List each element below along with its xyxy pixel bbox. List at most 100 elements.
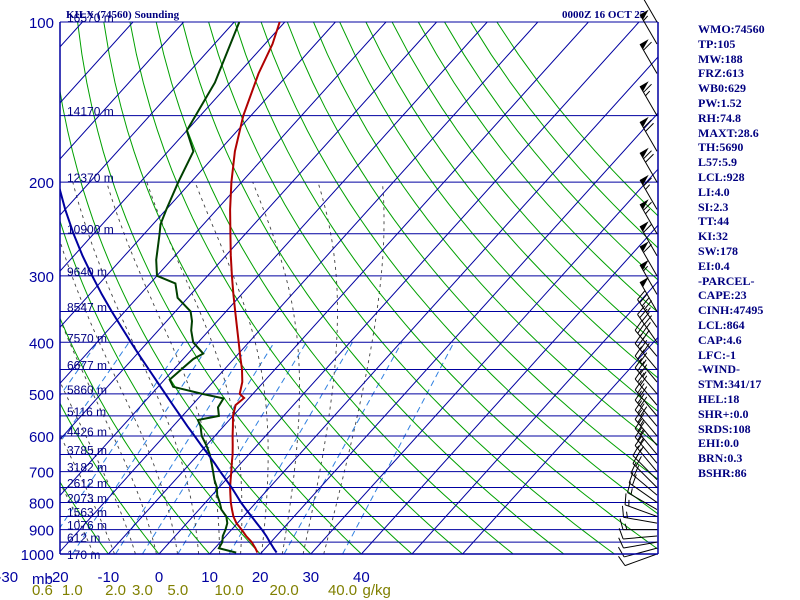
wind-barb (639, 81, 658, 116)
wind-barb-feather (643, 177, 652, 187)
wind-barb-flag (640, 9, 649, 20)
wind-barb-feather (643, 243, 652, 253)
dry-adiabat (0, 22, 7, 554)
wind-barb-feather (634, 369, 643, 380)
moist-adiabat (146, 181, 243, 554)
wind-barb-half-feather (626, 511, 628, 519)
wind-barb-staff (634, 367, 658, 395)
wind-barbs (617, 0, 658, 567)
index-item: FRZ:613 (698, 66, 744, 81)
wind-barb-feather (618, 556, 626, 566)
wind-barb-staff (624, 504, 658, 517)
isotherm (60, 22, 387, 385)
index-item: -PARCEL- (698, 273, 755, 288)
pressure-tick: 800 (29, 495, 54, 512)
wind-barb-staff (639, 121, 658, 152)
pressure-tick: 1000 (21, 547, 54, 564)
wind-barb-feather (643, 119, 652, 129)
wind-barb (632, 445, 658, 481)
index-item: LI:4.0 (698, 184, 730, 199)
wind-barb-half-feather (642, 359, 647, 366)
wind-barb (639, 259, 658, 295)
wind-barb-staff (639, 204, 658, 234)
wind-barb-feather (641, 311, 650, 322)
wind-barb-flag (640, 116, 649, 128)
wind-barb (618, 528, 658, 540)
height-labels: 16570 m 14170 m 12370 m 10900 m 9640 m 8547 m… (67, 11, 114, 562)
isotherm (209, 56, 658, 554)
wind-barb-feather (618, 537, 624, 549)
height-label: 5116 m (67, 405, 106, 419)
temperature-tick: -10 (98, 569, 120, 586)
moist-adiabat (60, 433, 115, 554)
wind-barb-feather (639, 293, 648, 304)
temperature-tick: 30 (302, 569, 319, 586)
index-item: BSHR:86 (698, 465, 747, 480)
wind-barb-feather (637, 290, 646, 300)
wind-barb-staff (632, 463, 658, 488)
wind-barb-feather (632, 445, 640, 456)
wind-barb-flag (640, 221, 649, 232)
height-label: 9640 m (67, 265, 107, 279)
wind-barb (639, 241, 658, 277)
mixing-ratio-tick: 10.0 (214, 582, 243, 599)
wind-barb (639, 147, 658, 183)
wind-barb-staff (639, 14, 658, 45)
height-label: 6677 m (67, 359, 107, 373)
index-item: WB0:629 (698, 81, 746, 96)
mixing-ratio-line (115, 342, 251, 554)
index-item: STM:341/17 (698, 377, 762, 392)
pressure-tick: 900 (29, 523, 54, 540)
wind-barb (630, 462, 658, 496)
wind-barb-feather (637, 323, 645, 334)
wind-barb-staff (634, 409, 658, 437)
index-item: SW:178 (698, 243, 739, 258)
height-label: 7570 m (67, 331, 107, 345)
index-item: RH:74.8 (698, 110, 741, 125)
wind-barb-staff (634, 355, 658, 383)
height-label: 4426 m (67, 425, 107, 439)
wind-barb-feather (624, 493, 627, 505)
mixing-ratio-tick: 1.0 (62, 582, 83, 599)
wind-barb (639, 276, 658, 312)
mixing-ratio-tick: 5.0 (167, 582, 188, 599)
wind-barb-feather (619, 518, 624, 530)
height-label: 1563 m (67, 505, 107, 519)
wind-barb-staff (634, 378, 658, 406)
height-label: 170 m (67, 548, 100, 562)
wind-barb (639, 221, 658, 256)
wind-barb-half-feather (642, 371, 647, 378)
wind-barb-half-feather (643, 15, 649, 21)
mixing-ratio-line (60, 342, 130, 444)
index-item: L57:5.9 (698, 155, 737, 170)
isotherm (60, 22, 235, 216)
isotherm (158, 22, 640, 554)
wind-barb (634, 346, 658, 383)
wind-barb (634, 358, 658, 395)
isotherm (60, 22, 184, 160)
index-item: SHR+:0.0 (698, 406, 749, 421)
wind-barb-feather (634, 380, 643, 391)
pressure-tick: 200 (29, 175, 54, 192)
wind-barb (639, 39, 658, 74)
wind-barb-feather (637, 361, 645, 372)
wind-barb-half-feather (646, 322, 651, 328)
wind-barb-half-feather (645, 208, 651, 215)
wind-barb-staff (624, 547, 658, 558)
wind-barb (637, 290, 658, 328)
height-label: 14170 m (67, 105, 114, 119)
wind-barb (621, 505, 658, 524)
wind-barb-feather (639, 326, 648, 337)
mixing-ratio-tick: 40.0 (328, 582, 357, 599)
wind-barb-feather (634, 358, 643, 369)
temperature-tick: 40 (353, 569, 370, 586)
wind-barb-feather (637, 412, 645, 423)
mixing-ratio-tick: 2.0 (105, 582, 126, 599)
wind-barb-feather (637, 305, 646, 315)
height-label: 8547 m (67, 300, 107, 314)
index-item: TH:5690 (698, 140, 744, 155)
isotherm (60, 22, 488, 497)
wind-barb-feather (643, 150, 652, 160)
mixing-ratio-tick: 20.0 (269, 582, 298, 599)
index-item: SI:2.3 (698, 199, 729, 214)
